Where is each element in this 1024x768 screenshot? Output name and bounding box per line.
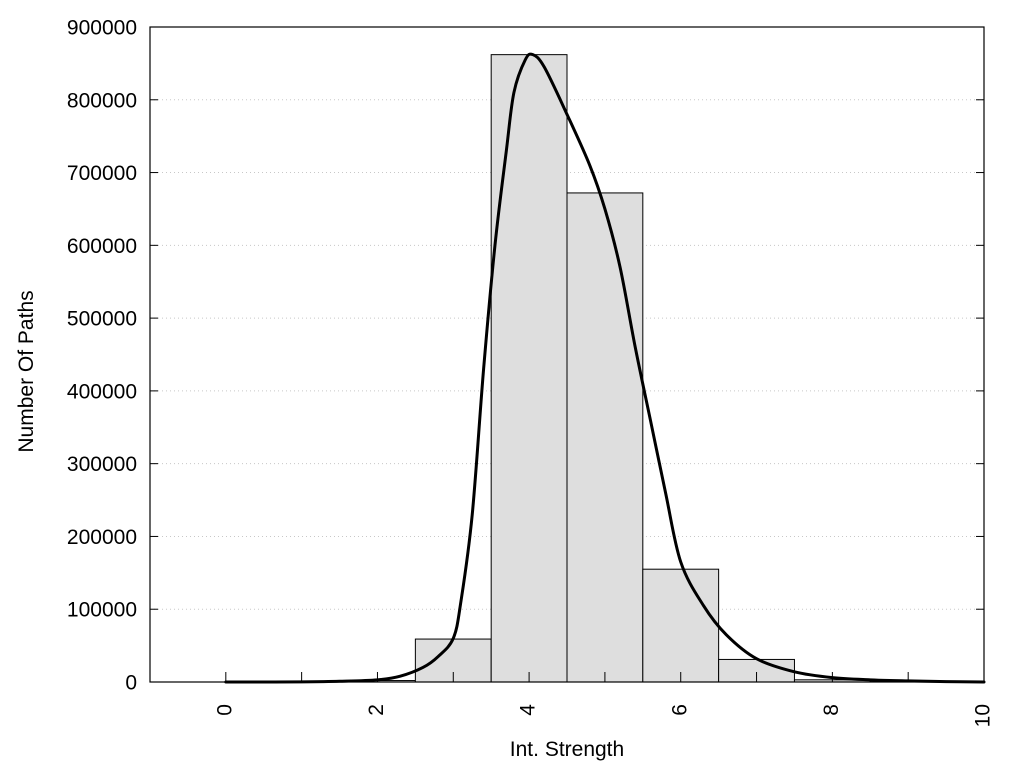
histogram-bar (490, 54, 568, 683)
x-tick-label: 8 (820, 704, 843, 716)
x-tick-label: 0 (213, 704, 236, 716)
plot-frame (149, 26, 985, 683)
y-tick-label: 700000 (67, 162, 137, 185)
fit-curve-line (224, 52, 986, 684)
y-tick-label: 0 (125, 672, 137, 695)
y-tick-label: 800000 (67, 89, 137, 112)
axis-layer: 0 100000 200000 300000 400000 500000 600000 700… (67, 17, 995, 728)
bar-layer (339, 54, 947, 683)
x-tick-label: 2 (365, 704, 388, 716)
y-tick-label: 300000 (67, 453, 137, 476)
y-tick-label: 500000 (67, 308, 137, 331)
histogram-bar (642, 568, 720, 683)
y-tick-label: 100000 (67, 599, 137, 622)
x-tick-label: 6 (668, 704, 691, 716)
x-axis-title: Int. Strength (510, 738, 624, 761)
y-tick-label: 400000 (67, 380, 137, 403)
histogram-bar (566, 192, 644, 683)
curve-layer (224, 52, 986, 684)
x-tick-label: 4 (517, 704, 540, 716)
y-axis-title: Number Of Paths (15, 290, 38, 452)
y-tick-label: 200000 (67, 526, 137, 549)
y-tick-label: 600000 (67, 235, 137, 258)
x-tick-label: 10 (972, 704, 995, 727)
y-tick-label: 900000 (67, 17, 137, 40)
